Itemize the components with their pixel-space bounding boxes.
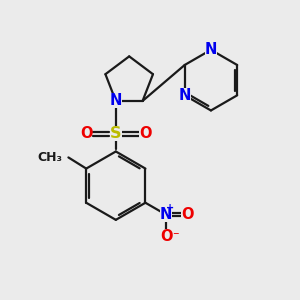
Text: N: N (160, 207, 172, 222)
Text: N: N (110, 94, 122, 109)
Text: O: O (160, 230, 172, 244)
Text: S: S (110, 126, 122, 141)
Text: O: O (181, 207, 194, 222)
Text: O: O (80, 126, 92, 141)
Text: N: N (178, 88, 191, 103)
Text: CH₃: CH₃ (38, 151, 62, 164)
Text: O: O (139, 126, 152, 141)
Text: +: + (167, 203, 175, 213)
Text: ⁻: ⁻ (172, 230, 179, 243)
Text: N: N (205, 42, 217, 57)
